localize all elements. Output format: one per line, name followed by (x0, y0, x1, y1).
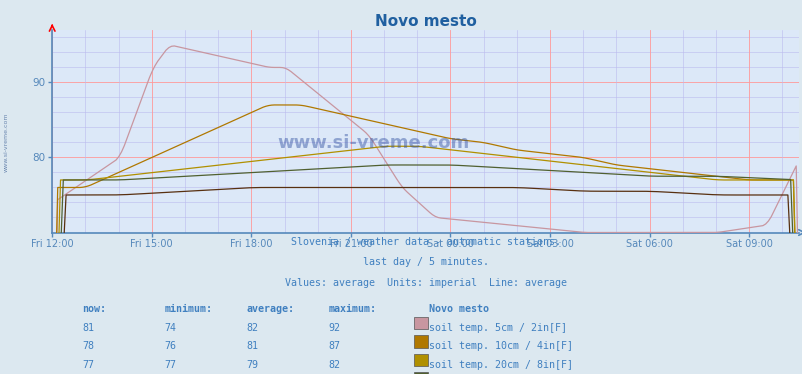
Title: Novo mesto: Novo mesto (375, 14, 476, 29)
Text: minimum:: minimum: (164, 304, 212, 314)
Text: www.si-vreme.com: www.si-vreme.com (4, 112, 9, 172)
Bar (414, 373, 427, 374)
Text: 78: 78 (82, 341, 94, 351)
Bar (414, 354, 427, 366)
Text: 77: 77 (82, 360, 94, 370)
Bar (414, 335, 427, 347)
Text: 81: 81 (246, 341, 258, 351)
Text: 87: 87 (328, 341, 340, 351)
Text: now:: now: (82, 304, 106, 314)
Text: last day / 5 minutes.: last day / 5 minutes. (363, 257, 488, 267)
Text: maximum:: maximum: (328, 304, 376, 314)
Text: Values: average  Units: imperial  Line: average: Values: average Units: imperial Line: av… (284, 278, 566, 288)
Text: 82: 82 (328, 360, 340, 370)
Text: www.si-vreme.com: www.si-vreme.com (277, 134, 469, 152)
Text: soil temp. 20cm / 8in[F]: soil temp. 20cm / 8in[F] (429, 360, 573, 370)
Text: 74: 74 (164, 323, 176, 333)
Text: 82: 82 (246, 323, 258, 333)
Text: 81: 81 (82, 323, 94, 333)
Text: 79: 79 (246, 360, 258, 370)
Bar (414, 316, 427, 329)
Text: soil temp. 10cm / 4in[F]: soil temp. 10cm / 4in[F] (429, 341, 573, 351)
Text: 76: 76 (164, 341, 176, 351)
Text: average:: average: (246, 304, 294, 314)
Text: soil temp. 5cm / 2in[F]: soil temp. 5cm / 2in[F] (429, 323, 567, 333)
Text: Slovenia / weather data - automatic stations.: Slovenia / weather data - automatic stat… (290, 237, 560, 246)
Text: 77: 77 (164, 360, 176, 370)
Text: Novo mesto: Novo mesto (429, 304, 488, 314)
Text: 92: 92 (328, 323, 340, 333)
